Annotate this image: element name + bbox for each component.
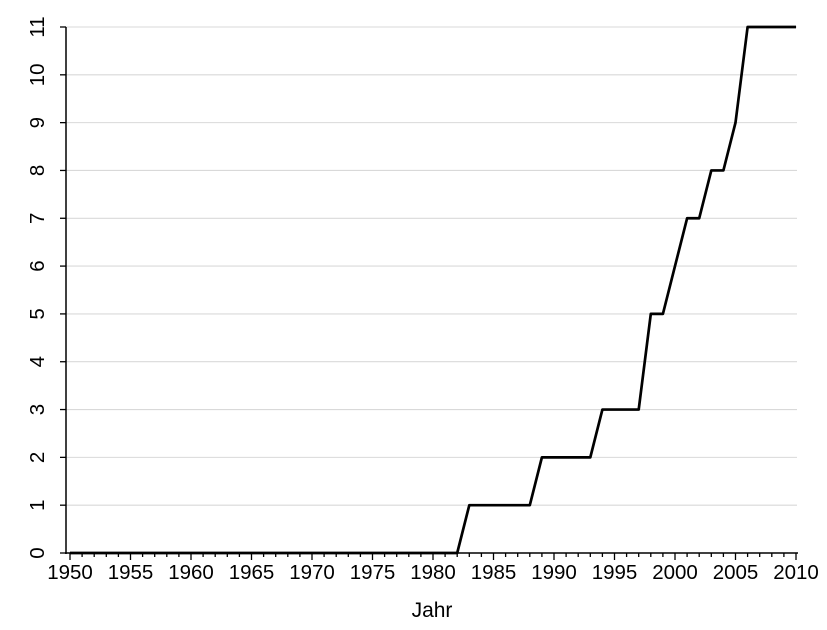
x-tick-label-2000: 2000 bbox=[652, 561, 698, 584]
x-tick-label-1960: 1960 bbox=[168, 561, 214, 584]
gridlines bbox=[66, 26, 797, 554]
x-tick-label-1990: 1990 bbox=[531, 561, 577, 584]
tick-labels: 1950 1955 1960 1965 1970 1975 1980 1985 1990 1995… bbox=[26, 16, 819, 584]
y-tick-label-2: 2 bbox=[26, 452, 49, 463]
data-series bbox=[70, 25, 796, 555]
x-tick-label-1950: 1950 bbox=[47, 561, 93, 584]
x-tick-label-1985: 1985 bbox=[471, 561, 517, 584]
x-tick-label-1980: 1980 bbox=[410, 561, 456, 584]
x-tick-label-1995: 1995 bbox=[592, 561, 638, 584]
x-tick-label-1955: 1955 bbox=[108, 561, 154, 584]
x-tick-label-1975: 1975 bbox=[350, 561, 396, 584]
y-tick-label-5: 5 bbox=[26, 308, 49, 319]
y-tick-label-7: 7 bbox=[26, 213, 49, 224]
y-tick-label-1: 1 bbox=[26, 499, 49, 510]
y-tick-label-9: 9 bbox=[26, 117, 49, 128]
x-tick-label-1970: 1970 bbox=[289, 561, 335, 584]
y-tick-label-4: 4 bbox=[26, 356, 49, 367]
y-tick-label-8: 8 bbox=[26, 165, 49, 176]
y-tick-label-11: 11 bbox=[26, 16, 49, 37]
y-tick-label-0: 0 bbox=[26, 547, 49, 558]
y-tick-label-3: 3 bbox=[26, 404, 49, 415]
data-line-cumulative-count bbox=[70, 25, 796, 555]
axes bbox=[65, 27, 798, 554]
x-tick-label-2005: 2005 bbox=[713, 561, 759, 584]
x-tick-label-2010: 2010 bbox=[773, 561, 819, 584]
x-tick-label-1965: 1965 bbox=[229, 561, 275, 584]
y-tick-label-10: 10 bbox=[26, 63, 49, 86]
ticks bbox=[60, 26, 797, 560]
x-axis-title: Jahr bbox=[412, 599, 453, 622]
y-tick-label-6: 6 bbox=[26, 260, 49, 271]
